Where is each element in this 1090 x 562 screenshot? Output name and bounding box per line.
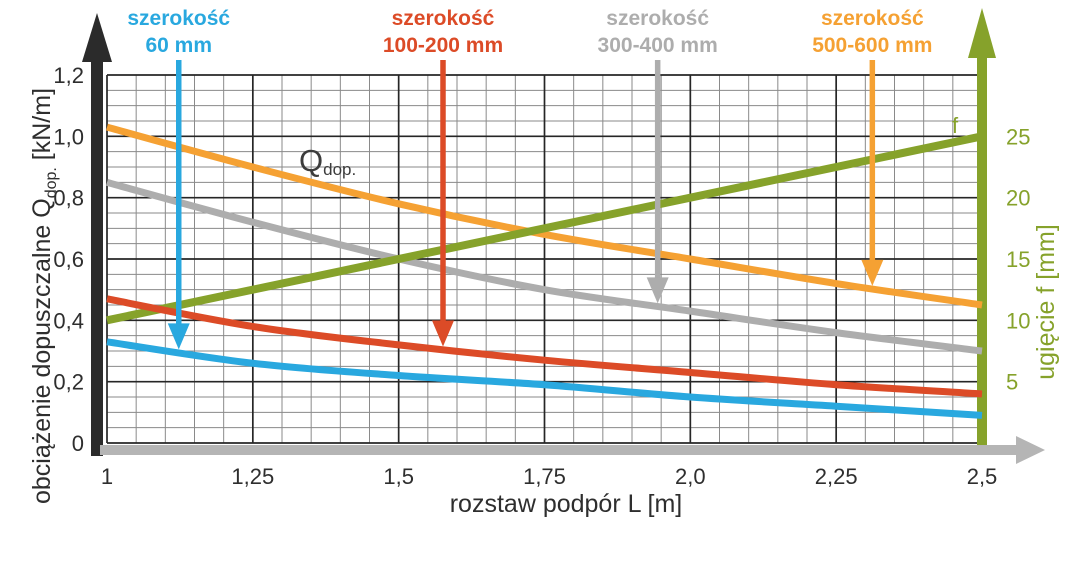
x-axis-tick-label: 1,25 [231,464,274,489]
legend-label-line1-szerokosc-100-200: szerokość [392,7,495,30]
curve-szerokosc-500-600 [106,123,983,309]
axes [82,8,1045,464]
right-axis-tick-label: 15 [1006,247,1030,272]
right-axis-arrowhead-icon [968,8,996,58]
right-axis-tick-label: 5 [1006,370,1018,395]
right-axis-title: ugięcie f [mm] [1032,224,1060,380]
x-axis-tick-label: 1 [101,464,113,489]
legend-pointers: szerokość 60 mm szerokość 100-200 mm szeroko… [127,7,932,350]
left-axis-tick-label: 1,0 [53,124,84,149]
left-axis-title-unit: [kN/m] [28,88,56,167]
axis-titles: rozstaw podpór L [m] obciążenie dopuszcz… [28,88,1060,518]
bottom-axis-shaft [100,445,1020,455]
curve-szerokosc-60 [106,338,983,419]
left-axis-tick-label: 0,8 [53,186,84,211]
x-axis-title: rozstaw podpór L [m] [450,490,683,518]
x-axis-tick-label: 2,0 [675,464,706,489]
left-axis-tick-label: 1,2 [53,63,84,88]
curve-ugiecie-f [106,132,983,325]
curve-szerokosc-100-200 [106,295,983,398]
legend-arrowhead-icon-szerokosc-60 [167,323,190,350]
deflection-line-label: f [952,113,959,138]
tick-labels: 0 0,2 0,4 0,6 0,8 1,0 1,2 1 1,25 1,5 1,75 2,0 2,25 2,… [53,63,1030,489]
bottom-axis-arrowhead-icon [1016,436,1045,464]
left-axis-tick-label: 0,4 [53,308,84,333]
left-axis-arrowhead-icon [82,13,112,62]
left-axis-tick-label: 0,2 [53,370,84,395]
qdop-annotation-main: Q [299,143,323,178]
x-axis-tick-label: 1,75 [523,464,566,489]
legend-arrowhead-icon-szerokosc-500-600 [861,259,884,286]
qdop-annotation-sub: dop. [323,160,356,179]
curves [106,123,983,419]
right-axis-tick-label: 20 [1006,186,1030,211]
right-axis-shaft [977,54,987,452]
left-axis-title-sub: dop. [43,167,60,198]
left-axis-tick-label: 0 [72,431,84,456]
legend-arrowhead-icon-szerokosc-100-200 [432,320,454,347]
legend-label-line1-szerokosc-60: szerokość [127,7,230,30]
x-axis-tick-label: 2,5 [967,464,998,489]
x-axis-tick-label: 2,25 [815,464,858,489]
legend-label-line2-szerokosc-500-600: 500-600 mm [812,34,932,57]
legend-arrowhead-icon-szerokosc-300-400 [646,277,669,304]
curve-szerokosc-300-400 [106,178,983,355]
left-axis-tick-label: 0,6 [53,247,84,272]
x-axis-tick-label: 1,5 [383,464,414,489]
legend-label-line1-szerokosc-300-400: szerokość [606,7,709,30]
legend-label-line2-szerokosc-60: 60 mm [145,34,212,57]
legend-label-line2-szerokosc-300-400: 300-400 mm [598,34,718,57]
legend-label-line1-szerokosc-500-600: szerokość [821,7,924,30]
left-axis-title: obciążenie dopuszczalne Qdop. [kN/m] [28,88,60,504]
qdop-curve-annotation: Qdop. [299,143,356,179]
legend-label-line2-szerokosc-100-200: 100-200 mm [383,34,503,57]
right-axis-tick-label: 10 [1006,308,1030,333]
right-axis-tick-label: 25 [1006,124,1030,149]
left-axis-title-main: obciążenie dopuszczalne Q [28,198,56,504]
left-axis-shaft [91,55,103,456]
